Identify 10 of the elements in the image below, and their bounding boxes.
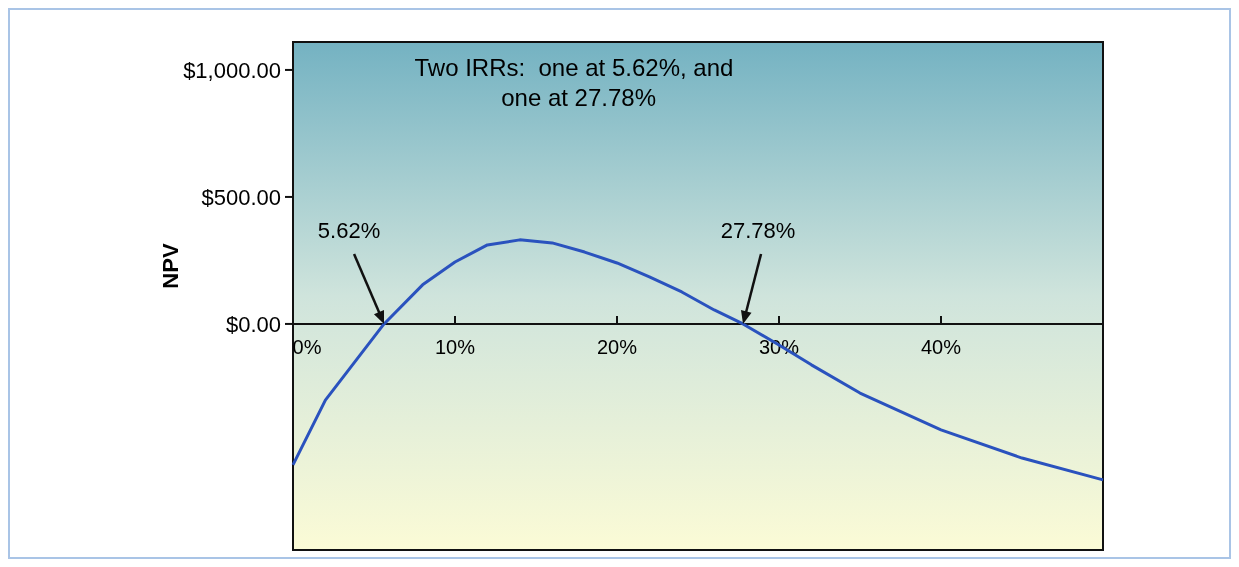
x-tick-label: 40%	[920, 335, 962, 358]
x-tick-label: 20%	[596, 335, 638, 358]
y-axis-title: NPV	[158, 243, 183, 289]
annotation: Two IRRs: one at 5.62%, and one at 27.78%	[414, 54, 734, 111]
y-tick-label: $500.00	[201, 184, 281, 210]
x-tick-label: 10%	[434, 335, 476, 358]
y-tick-label: $0.00	[225, 311, 281, 337]
annotation: 27.78%	[720, 217, 796, 243]
annotation: 5.62%	[317, 217, 381, 243]
y-tick-label: $1,000.00	[183, 57, 281, 83]
